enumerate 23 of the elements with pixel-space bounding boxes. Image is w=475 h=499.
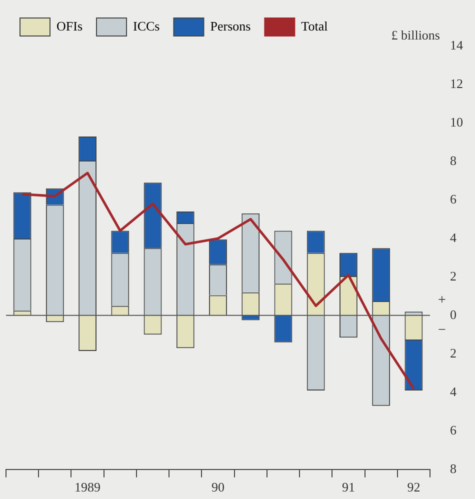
legend-label: OFIs <box>56 18 83 34</box>
text: − <box>438 323 446 338</box>
y-tick-label: 0 <box>450 306 456 322</box>
legend-label: Total <box>301 18 328 34</box>
y-tick-label: 12 <box>450 76 463 91</box>
y-tick-label: 6 <box>450 422 457 438</box>
x-tick-label: 92 <box>407 480 420 495</box>
y-tick-label: 2 <box>450 345 456 360</box>
x-tick-label: 1989 <box>74 480 101 495</box>
y-tick-label: 8 <box>450 460 456 476</box>
legend-label: ICCs <box>133 18 160 34</box>
x-tick-label: 90 <box>212 480 224 495</box>
y-tick-label: 4 <box>450 384 457 399</box>
y-tick-label: 4 <box>450 230 457 245</box>
y-tick-label: 14 <box>450 37 464 52</box>
text: + <box>438 293 446 308</box>
y-tick-label: 2 <box>450 268 456 284</box>
y-tick-label: 8 <box>450 152 456 168</box>
x-tick-label: 91 <box>342 480 355 495</box>
y-axis-title: £ billions <box>391 27 440 42</box>
y-tick-label: 6 <box>450 191 457 206</box>
y-tick-label: 10 <box>450 114 463 130</box>
legend-label: Persons <box>210 18 251 34</box>
